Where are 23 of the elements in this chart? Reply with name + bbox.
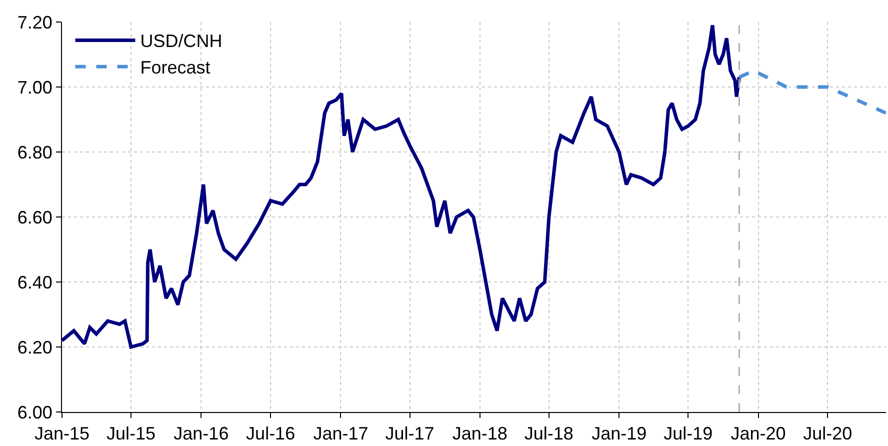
x-tick-label: Jan-20 [730,424,786,444]
x-tick-label: Jan-18 [452,424,508,444]
x-tick-label: Jan-17 [313,424,368,444]
x-tick-label: Jul-15 [106,424,156,444]
x-tick-label: Jan-15 [34,424,90,444]
x-tick-label: Jul-16 [246,424,296,444]
y-tick-label: 6.00 [17,402,52,422]
x-tick-label: Jul-18 [524,424,574,444]
x-tick-label: Jul-20 [803,424,852,444]
y-tick-label: 7.20 [17,12,52,32]
line-series [62,24,741,349]
line-series [737,69,886,115]
x-tick-label: Jul-17 [385,424,434,444]
y-tick-label: 7.00 [17,77,52,98]
legend-label: USD/CNH [140,31,222,52]
x-tick-label: Jan-19 [592,424,647,444]
y-tick-label: 6.80 [17,142,52,162]
x-tick-label: Jan-16 [174,424,229,444]
y-tick-label: 6.60 [17,207,52,228]
y-tick-label: 6.40 [17,272,52,292]
legend-label: Forecast [140,58,210,78]
x-tick-label: Jul-19 [664,424,713,444]
y-tick-label: 6.20 [17,337,52,358]
